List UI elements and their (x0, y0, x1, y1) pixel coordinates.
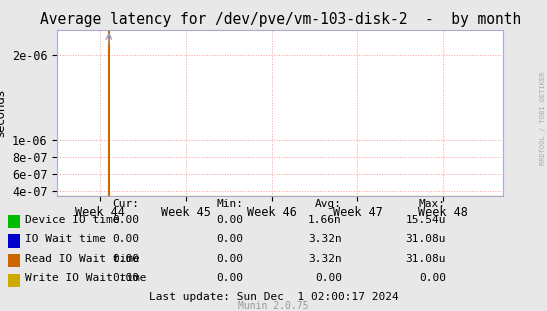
Text: 0.00: 0.00 (113, 215, 139, 225)
Text: 15.54u: 15.54u (405, 215, 446, 225)
Text: 0.00: 0.00 (113, 254, 139, 264)
Text: 0.00: 0.00 (315, 273, 342, 283)
Text: 3.32n: 3.32n (308, 254, 342, 264)
Text: Write IO Wait time: Write IO Wait time (25, 273, 146, 283)
Text: 0.00: 0.00 (217, 215, 243, 225)
Text: Cur:: Cur: (113, 199, 139, 209)
Text: Read IO Wait time: Read IO Wait time (25, 254, 139, 264)
Text: 0.00: 0.00 (217, 234, 243, 244)
Text: Min:: Min: (217, 199, 243, 209)
Text: 0.00: 0.00 (113, 273, 139, 283)
Title: Average latency for /dev/pve/vm-103-disk-2  -  by month: Average latency for /dev/pve/vm-103-disk… (40, 12, 521, 27)
Text: 1.66n: 1.66n (308, 215, 342, 225)
Text: Last update: Sun Dec  1 02:00:17 2024: Last update: Sun Dec 1 02:00:17 2024 (149, 292, 398, 302)
Text: Device IO time: Device IO time (25, 215, 119, 225)
Text: 3.32n: 3.32n (308, 234, 342, 244)
Y-axis label: seconds: seconds (0, 89, 8, 137)
Text: Max:: Max: (419, 199, 446, 209)
Text: 31.08u: 31.08u (405, 254, 446, 264)
Text: 0.00: 0.00 (419, 273, 446, 283)
Text: 0.00: 0.00 (217, 254, 243, 264)
Text: Munin 2.0.75: Munin 2.0.75 (238, 300, 309, 310)
Text: RRDTOOL / TOBI OETIKER: RRDTOOL / TOBI OETIKER (540, 72, 546, 165)
Text: Avg:: Avg: (315, 199, 342, 209)
Text: 31.08u: 31.08u (405, 234, 446, 244)
Text: 0.00: 0.00 (217, 273, 243, 283)
Text: 0.00: 0.00 (113, 234, 139, 244)
Text: IO Wait time: IO Wait time (25, 234, 106, 244)
